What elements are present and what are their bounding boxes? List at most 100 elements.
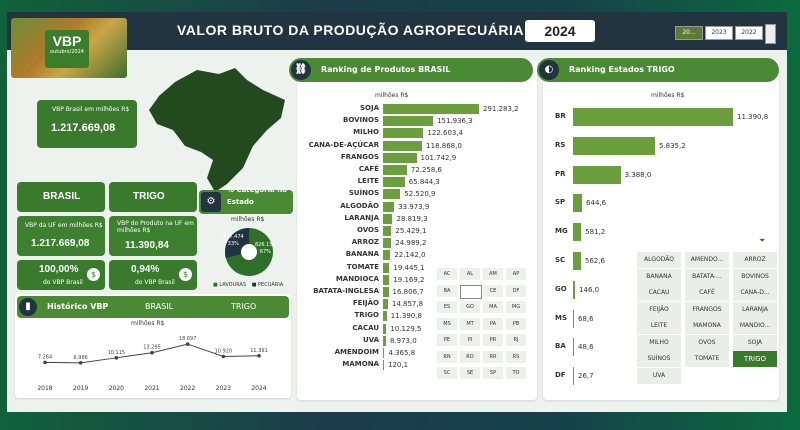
product-filter-cell[interactable]: MILHO (637, 334, 681, 351)
product-row-label[interactable]: UVA (362, 335, 379, 344)
product-bar[interactable] (383, 335, 386, 346)
historico-tab-produto[interactable]: TRIGO (231, 302, 257, 311)
state-bar[interactable] (573, 223, 582, 242)
product-row-label[interactable]: LEITE (357, 177, 379, 186)
state-filter-cell[interactable]: PA (483, 317, 503, 330)
product-bar[interactable] (383, 311, 387, 322)
state-bar[interactable] (573, 338, 574, 357)
product-bar[interactable] (383, 116, 434, 127)
state-filter-cell[interactable]: RO (460, 350, 480, 363)
product-row-label[interactable]: CAFÉ (358, 165, 379, 173)
product-filter-cell[interactable]: FEIJÃO (637, 301, 681, 318)
state-filter-cell[interactable]: PI (460, 334, 480, 346)
state-filter-cell[interactable]: AL (460, 268, 480, 280)
state-filter-cell[interactable]: RJ (506, 334, 526, 346)
product-row-label[interactable]: BATATA-INGLESA (313, 287, 379, 295)
product-row-label[interactable]: LARANJA (344, 213, 379, 222)
year-scroll-control[interactable] (765, 24, 776, 44)
state-filter-cell[interactable]: PE (437, 334, 457, 346)
state-filter-cell[interactable]: MT (460, 317, 480, 330)
product-filter-cell[interactable]: CANA-D... (733, 285, 777, 301)
product-filter-cell[interactable]: SUÍNOS (637, 351, 681, 367)
state-filter-cell[interactable]: BA (437, 284, 457, 297)
state-filter-cell[interactable]: CE (483, 284, 503, 297)
year-button-latest[interactable]: 20... (675, 26, 703, 40)
historico-line-chart[interactable]: 7.264 2018 6.986 2019 10.115 2020 13.295 2021 18… (27, 328, 277, 396)
state-filter-cell[interactable]: SE (460, 367, 480, 379)
historico-tab-brasil[interactable]: BRASIL (145, 302, 174, 311)
filter-icon[interactable]: ⏷ (759, 236, 766, 245)
state-bar[interactable] (573, 309, 574, 328)
product-bar[interactable] (383, 360, 384, 371)
product-bar[interactable] (383, 238, 392, 249)
product-bar[interactable] (383, 274, 390, 285)
state-bar[interactable] (573, 280, 576, 299)
product-row-label[interactable]: OVOS (356, 226, 379, 234)
state-filter-cell[interactable]: PB (506, 317, 526, 330)
historico-point[interactable] (185, 342, 190, 346)
state-filter-cell[interactable]: RR (483, 350, 503, 363)
product-row-label[interactable]: TRIGO (354, 311, 379, 320)
product-row-label[interactable]: FEIJÃO (352, 299, 379, 308)
product-filter-cell[interactable]: TRIGO (733, 351, 777, 367)
product-filter-cell[interactable]: ARROZ (733, 252, 777, 268)
state-bar[interactable] (573, 194, 583, 213)
product-filter-cell[interactable]: ALGODÃO (637, 252, 681, 268)
product-bar[interactable] (383, 299, 388, 310)
product-bar[interactable] (383, 226, 392, 236)
product-filter-cell[interactable]: FRANGOS (685, 301, 729, 318)
state-row-label[interactable]: MS (555, 313, 568, 322)
state-filter-cell[interactable]: MG (506, 301, 526, 313)
state-row-label[interactable]: PR (555, 169, 566, 178)
product-row-label[interactable]: BOVINOS (343, 116, 379, 125)
product-row-label[interactable]: CANA-DE-AÇÚCAR (308, 140, 379, 149)
historico-point[interactable] (150, 350, 154, 355)
product-row-label[interactable]: FRANGOS (340, 152, 379, 161)
produto-card[interactable]: TRIGO (109, 182, 197, 212)
state-row-label[interactable]: BR (555, 112, 566, 120)
product-bar[interactable] (383, 201, 395, 212)
product-row-label[interactable]: ARROZ (351, 238, 379, 247)
product-bar[interactable] (383, 250, 391, 261)
product-row-label[interactable]: CACAU (352, 323, 379, 332)
state-filter-cell[interactable] (460, 284, 482, 299)
product-bar[interactable] (383, 128, 424, 139)
categoria-donut[interactable] (221, 224, 277, 280)
product-bar[interactable] (383, 177, 405, 188)
product-filter-cell[interactable]: MANDIO... (733, 318, 777, 334)
product-filter-cell[interactable]: OVOS (685, 334, 729, 351)
product-filter-cell[interactable]: MAMONA (685, 318, 729, 334)
historico-point[interactable] (257, 353, 261, 358)
product-filter-cell[interactable]: AMENDO... (685, 252, 729, 268)
state-filter-cell[interactable]: PR (483, 334, 503, 346)
state-filter-cell[interactable]: DF (506, 284, 526, 297)
product-bar[interactable] (383, 262, 390, 273)
brasil-card[interactable]: BRASIL (17, 182, 105, 212)
state-filter-cell[interactable]: MA (483, 301, 503, 313)
state-row-label[interactable]: DF (555, 371, 566, 380)
year-button-2023[interactable]: 2023 (705, 26, 733, 40)
product-row-label[interactable]: AMENDOIM (334, 348, 379, 356)
state-row-label[interactable]: SP (555, 198, 566, 207)
product-bar[interactable] (383, 140, 423, 151)
product-row-label[interactable]: ALGODÃO (340, 201, 379, 210)
state-filter-cell[interactable]: AC (437, 268, 457, 280)
state-row-label[interactable]: GO (555, 284, 567, 293)
product-filter-cell[interactable]: BANANA (637, 268, 681, 285)
state-filter-cell[interactable]: SC (437, 367, 457, 379)
year-button-2022[interactable]: 2022 (735, 26, 763, 40)
product-filter-cell[interactable]: LARANJA (733, 301, 777, 318)
product-bar[interactable] (383, 348, 385, 358)
product-bar[interactable] (383, 152, 417, 163)
product-filter-cell[interactable]: BOVINOS (733, 268, 777, 285)
historico-point[interactable] (114, 356, 119, 360)
historico-point[interactable] (221, 354, 226, 359)
historico-point[interactable] (78, 361, 83, 365)
historico-point[interactable] (43, 360, 47, 365)
state-row-label[interactable]: MG (555, 227, 568, 236)
state-filter-cell[interactable]: GO (460, 301, 480, 313)
product-bar[interactable] (383, 104, 479, 114)
product-filter-cell[interactable]: CACAU (637, 285, 681, 301)
product-filter-cell[interactable]: CAFÉ (685, 285, 729, 301)
product-filter-cell[interactable]: BATATA-... (685, 268, 729, 285)
